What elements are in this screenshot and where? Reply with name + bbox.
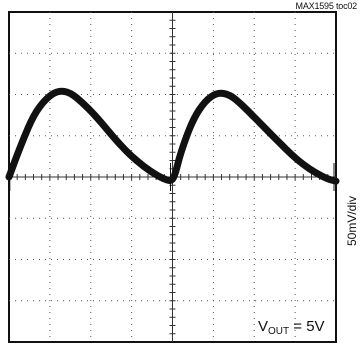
vout-subscript: OUT bbox=[268, 326, 290, 337]
vout-value: = 5V bbox=[289, 318, 325, 335]
figure-id-label: MAX1595 toc02 bbox=[295, 1, 358, 11]
center-axis-ticks bbox=[9, 12, 336, 342]
vout-annotation: VOUT = 5V bbox=[258, 318, 325, 337]
vertical-scale-label: 50mV/div bbox=[345, 195, 359, 246]
vout-symbol: V bbox=[258, 318, 269, 335]
waveform-noise bbox=[9, 163, 335, 191]
